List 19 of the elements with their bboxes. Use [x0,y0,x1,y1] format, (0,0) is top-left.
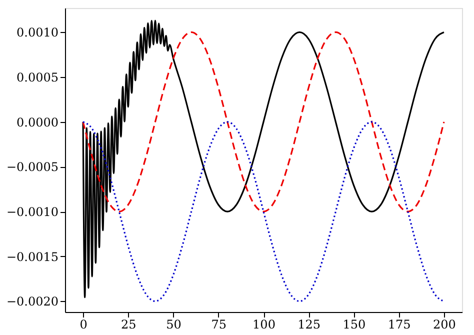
line-series [82,20,445,298]
x-tick-label: 175 [388,318,411,332]
x-tick-label: 0 [80,318,88,332]
y-tick-label: 0.0005 [16,70,58,85]
line-series [82,121,445,302]
y-tick-label: 0.0010 [16,26,58,40]
y-tick-label: 0.0000 [16,115,58,130]
x-tick-label: 50 [166,318,182,332]
y-tick-label: −0.0020 [6,294,58,309]
x-tick-label: 125 [298,318,321,332]
y-tick-label: −0.0010 [6,205,58,220]
line-series [82,31,445,212]
x-tick-label: 200 [433,318,456,332]
y-tick-label: −0.0005 [6,160,58,174]
x-tick-label: 75 [211,318,227,332]
y-tick-label: −0.0015 [6,250,58,264]
x-tick-label: 150 [342,318,366,332]
x-tick-label: 100 [252,318,276,332]
x-tick-label: 25 [121,318,136,332]
